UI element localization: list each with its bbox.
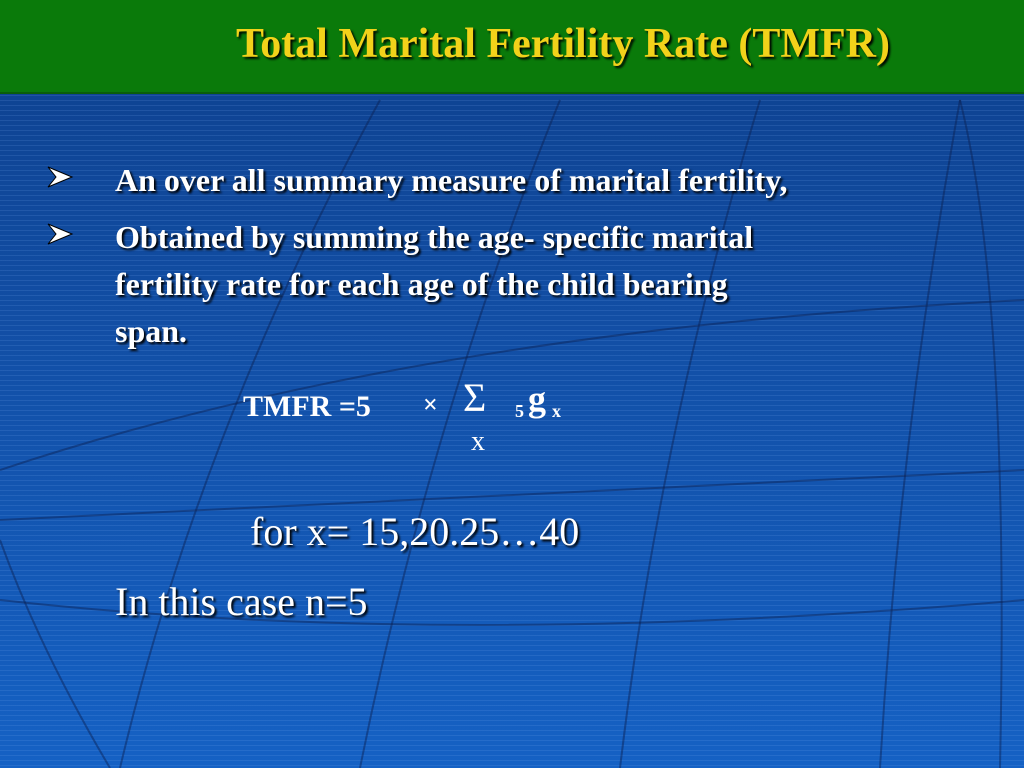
formula-term: g: [528, 379, 546, 419]
slide-title: Total Marital Fertility Rate (TMFR): [236, 21, 890, 67]
formula-lhs: TMFR =5: [243, 390, 371, 423]
case-text: In this case n=5: [115, 579, 368, 624]
formula-term-subscript: x: [552, 401, 561, 421]
bullet-2-line-2: fertility rate for each age of the child…: [115, 266, 728, 302]
arrowhead-bullet-icon: [47, 166, 74, 188]
summation-index: x: [471, 426, 485, 457]
title-bar: Total Marital Fertility Rate (TMFR): [0, 0, 1024, 94]
summation-sign: Σ: [463, 375, 487, 420]
arrowhead-bullet-icon: [47, 223, 74, 245]
range-text: for x= 15,20.25…40: [250, 509, 580, 554]
bullet-1-line-1: An over all summary measure of marital f…: [115, 162, 788, 198]
bullet-2-line-3: span.: [115, 313, 188, 349]
formula-times-sign: ×: [423, 390, 438, 419]
formula-prefix-subscript: 5: [515, 401, 524, 421]
bullet-2-line-1: Obtained by summing the age- specific ma…: [115, 219, 754, 255]
